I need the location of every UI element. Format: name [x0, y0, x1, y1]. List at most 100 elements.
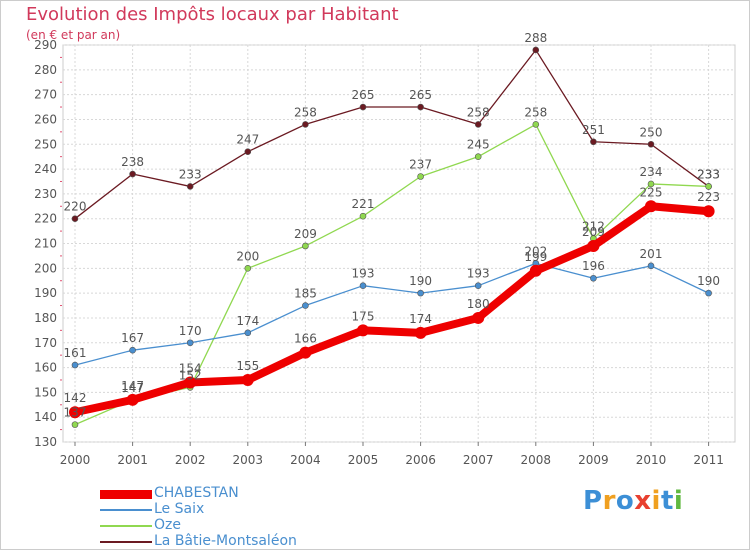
data-point-la-batie-montsaleon: [590, 138, 597, 146]
data-point-chabestan: [299, 346, 312, 359]
data-label-le-saix: 193: [352, 267, 375, 281]
data-point-chabestan: [357, 324, 369, 337]
data-point-oze: [359, 212, 367, 220]
grid: [62, 44, 736, 443]
data-point-la-batie-montsaleon: [302, 121, 309, 128]
data-label-chabestan: 166: [294, 332, 317, 346]
legend-swatch: [100, 541, 152, 543]
y-tick-label: 140: [34, 410, 57, 424]
data-label-la-batie-montsaleon: 288: [524, 31, 547, 45]
data-point-la-batie-montsaleon: [532, 46, 540, 54]
x-tick-label: 2005: [348, 453, 379, 467]
data-label-le-saix: 161: [64, 346, 87, 360]
logo-letter: r: [602, 486, 616, 516]
series-line-le-saix: [74, 262, 710, 366]
legend-label: CHABESTAN: [154, 485, 239, 501]
data-label-oze: 152: [179, 368, 202, 382]
legend-label: Le Saix: [154, 501, 205, 517]
data-label-chabestan: 142: [64, 391, 87, 405]
y-tick-label: 240: [34, 162, 57, 176]
data-label-chabestan: 223: [697, 190, 720, 204]
data-point-oze: [417, 173, 424, 180]
data-point-la-batie-montsaleon: [359, 103, 367, 111]
data-label-chabestan: 209: [582, 225, 605, 239]
data-point-oze: [71, 421, 79, 428]
x-tick-label: 2009: [578, 453, 609, 467]
data-label-la-batie-montsaleon: 238: [121, 155, 144, 169]
y-tick-label: 190: [34, 286, 57, 300]
data-point-chabestan: [645, 200, 657, 213]
x-tick-label: 2000: [60, 453, 91, 467]
logo-letter: x: [634, 486, 652, 516]
data-label-le-saix: 185: [294, 287, 317, 301]
data-point-oze: [244, 265, 252, 272]
data-label-la-batie-montsaleon: 233: [179, 167, 202, 181]
y-tick-label: 220: [34, 212, 57, 226]
data-label-oze: 234: [640, 165, 663, 179]
y-tick-label: 160: [34, 361, 57, 375]
data-label-la-batie-montsaleon: 258: [294, 105, 317, 119]
data-point-la-batie-montsaleon: [244, 148, 252, 155]
data-point-chabestan: [126, 393, 139, 406]
data-label-le-saix: 196: [582, 259, 605, 273]
data-label-la-batie-montsaleon: 258: [467, 105, 490, 119]
data-point-le-saix: [647, 262, 655, 270]
data-point-oze: [532, 121, 540, 128]
series-line-chabestan: [71, 202, 713, 417]
data-label-le-saix: 193: [467, 267, 490, 281]
data-point-le-saix: [590, 274, 597, 282]
data-label-chabestan: 147: [121, 379, 144, 393]
data-label-la-batie-montsaleon: 220: [64, 200, 87, 214]
logo-letter: o: [615, 486, 635, 516]
data-point-le-saix: [186, 339, 194, 347]
y-tick-label: 250: [34, 137, 57, 151]
data-label-oze: 221: [352, 197, 375, 211]
data-point-le-saix: [244, 329, 252, 337]
data-point-la-batie-montsaleon: [474, 121, 482, 128]
x-tick-label: 2003: [233, 453, 264, 467]
x-tick-label: 2006: [405, 453, 436, 467]
x-tick-label: 2008: [521, 453, 552, 467]
y-tick-label: 170: [34, 336, 57, 350]
series-line-la-batie-montsaleon: [74, 49, 710, 220]
series-lines: [69, 46, 715, 428]
data-label-oze: 200: [236, 249, 259, 263]
data-point-la-batie-montsaleon: [71, 215, 79, 222]
data-point-la-batie-montsaleon: [647, 140, 655, 148]
data-label-oze: 233: [697, 167, 720, 181]
chart-subtitle: (en € et par an): [26, 28, 121, 42]
data-label-oze: 245: [467, 138, 490, 152]
data-point-chabestan: [69, 406, 81, 419]
y-tick-label: 150: [34, 385, 57, 399]
data-label-chabestan: 180: [467, 297, 490, 311]
data-label-oze: 147: [121, 381, 144, 395]
data-point-le-saix: [474, 282, 482, 289]
data-label-le-saix: 190: [409, 274, 432, 288]
data-label-la-batie-montsaleon: 233: [697, 167, 720, 181]
data-label-chabestan: 175: [352, 309, 375, 323]
data-label-chabestan: 225: [640, 185, 663, 199]
y-tick-label: 270: [34, 88, 57, 102]
x-tick-label: 2001: [117, 453, 148, 467]
data-point-la-batie-montsaleon: [129, 170, 136, 178]
data-label-oze: 212: [582, 220, 605, 234]
data-label-oze: 237: [409, 158, 432, 172]
x-tick-label: 2010: [636, 453, 667, 467]
legend-label: Oze: [154, 517, 181, 533]
data-label-oze: 137: [64, 406, 87, 420]
data-label-le-saix: 167: [121, 331, 144, 345]
data-label-la-batie-montsaleon: 265: [352, 88, 375, 102]
data-point-la-batie-montsaleon: [186, 183, 194, 190]
data-label-le-saix: 174: [236, 314, 259, 328]
data-point-le-saix: [71, 361, 79, 369]
y-tick-label: 290: [34, 38, 57, 52]
data-point-chabestan: [414, 326, 427, 339]
axes: 130 140 150 160 170 180 190 200 210 220 230 240 250 2…: [34, 38, 724, 467]
logo-letter: t: [660, 486, 674, 516]
data-point-chabestan: [702, 205, 715, 218]
y-tick-label: 260: [34, 112, 57, 126]
data-label-la-batie-montsaleon: 247: [236, 133, 259, 147]
data-point-le-saix: [302, 302, 309, 309]
